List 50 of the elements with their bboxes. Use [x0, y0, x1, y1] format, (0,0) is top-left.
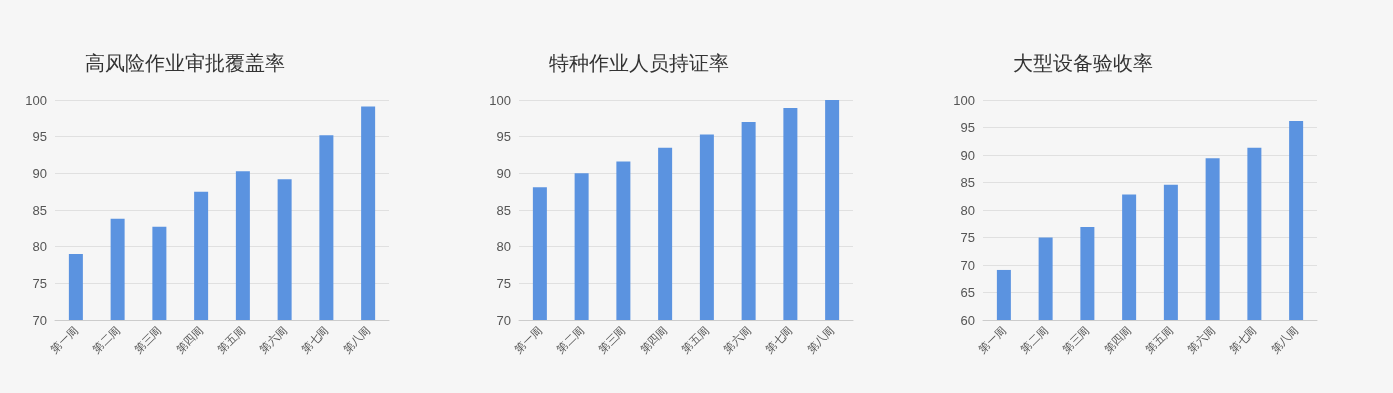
y-tick-label: 80 — [32, 239, 47, 255]
y-tick-label: 75 — [496, 275, 511, 291]
x-tick-label: 第六周 — [1185, 323, 1217, 356]
x-tick-label: 第六周 — [257, 323, 289, 356]
x-tick-label: 第二周 — [90, 323, 122, 356]
x-tick-label: 第三周 — [595, 323, 628, 356]
x-tick-label: 第一周 — [48, 323, 81, 356]
chart-title: 大型设备验收率 — [1013, 51, 1153, 75]
y-tick-label: 75 — [960, 230, 975, 245]
y-tick-label: 60 — [960, 312, 975, 328]
x-tick-label: 第五周 — [679, 323, 712, 356]
x-tick-label: 第七周 — [298, 323, 331, 356]
y-tick-label: 70 — [496, 312, 511, 328]
y-tick-label: 95 — [496, 129, 511, 145]
x-tick-label: 第七周 — [1226, 323, 1259, 356]
y-tick-label: 65 — [960, 285, 975, 300]
x-tick-label: 第四周 — [173, 323, 206, 356]
chart-title: 特种作业人员持证率 — [549, 51, 729, 75]
y-tick-label: 90 — [960, 147, 975, 163]
x-tick-label: 第三周 — [131, 323, 164, 356]
y-tick-label: 80 — [960, 202, 975, 218]
chart-title: 高风险作业审批覆盖率 — [85, 51, 285, 75]
y-tick-label: 75 — [32, 275, 47, 291]
x-tick-label: 第七周 — [762, 323, 795, 356]
x-tick-label: 第五周 — [215, 323, 248, 356]
x-tick-label: 第八周 — [340, 323, 373, 356]
x-tick-label: 第三周 — [1059, 323, 1092, 356]
y-tick-label: 95 — [960, 120, 975, 135]
y-tick-label: 80 — [496, 239, 511, 255]
y-tick-label: 85 — [960, 175, 975, 190]
y-tick-label: 100 — [489, 92, 511, 108]
x-tick-label: 第一周 — [512, 323, 545, 356]
x-tick-label: 第一周 — [976, 323, 1009, 356]
x-tick-label: 第六周 — [721, 323, 753, 356]
y-tick-label: 90 — [496, 165, 511, 181]
x-tick-label: 第二周 — [554, 323, 586, 356]
y-tick-label: 70 — [32, 312, 47, 328]
y-tick-label: 85 — [32, 202, 47, 218]
x-tick-label: 第五周 — [1143, 323, 1176, 356]
y-tick-label: 90 — [32, 165, 47, 181]
x-tick-label: 第四周 — [637, 323, 670, 356]
y-tick-label: 100 — [953, 92, 975, 108]
y-tick-label: 70 — [960, 257, 975, 273]
x-tick-label: 第二周 — [1018, 323, 1050, 356]
y-tick-label: 85 — [496, 202, 511, 218]
x-tick-label: 第四周 — [1101, 323, 1134, 356]
x-tick-label: 第八周 — [804, 323, 837, 356]
y-tick-label: 95 — [32, 129, 47, 145]
x-tick-label: 第八周 — [1268, 323, 1301, 356]
y-tick-label: 100 — [25, 92, 47, 108]
